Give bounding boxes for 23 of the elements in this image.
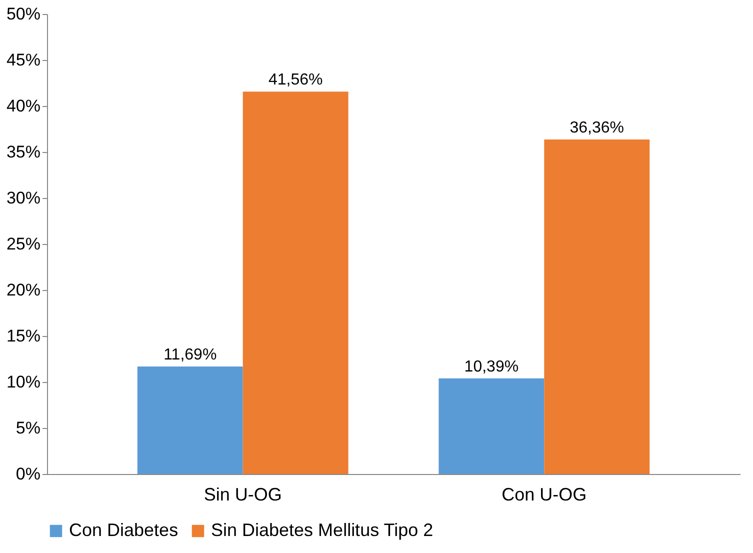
x-tick-label: Con U-OG bbox=[502, 484, 587, 504]
data-label: 10,39% bbox=[464, 358, 519, 376]
bar bbox=[438, 378, 544, 474]
y-tick-label: 10% bbox=[6, 372, 40, 392]
y-tick-label: 30% bbox=[6, 188, 40, 208]
data-label: 36,36% bbox=[570, 119, 624, 136]
bar bbox=[137, 366, 243, 474]
y-tick-label: 25% bbox=[6, 234, 40, 254]
data-label: 11,69% bbox=[164, 346, 217, 364]
y-tick-label: 40% bbox=[6, 96, 40, 116]
bar bbox=[544, 139, 650, 474]
y-tick-label: 35% bbox=[6, 142, 40, 162]
legend-label: Con Diabetes bbox=[69, 520, 178, 540]
y-tick-label: 15% bbox=[6, 326, 40, 346]
y-tick-label: 0% bbox=[16, 464, 40, 484]
legend-label: Sin Diabetes Mellitus Tipo 2 bbox=[211, 520, 434, 540]
y-tick-label: 50% bbox=[6, 4, 40, 24]
y-tick-label: 45% bbox=[6, 50, 40, 70]
x-tick-label: Sin U-OG bbox=[204, 484, 282, 504]
y-tick-label: 5% bbox=[16, 418, 40, 438]
y-tick-label: 20% bbox=[6, 280, 40, 300]
bar bbox=[242, 92, 348, 474]
data-label: 41,56% bbox=[268, 72, 323, 89]
